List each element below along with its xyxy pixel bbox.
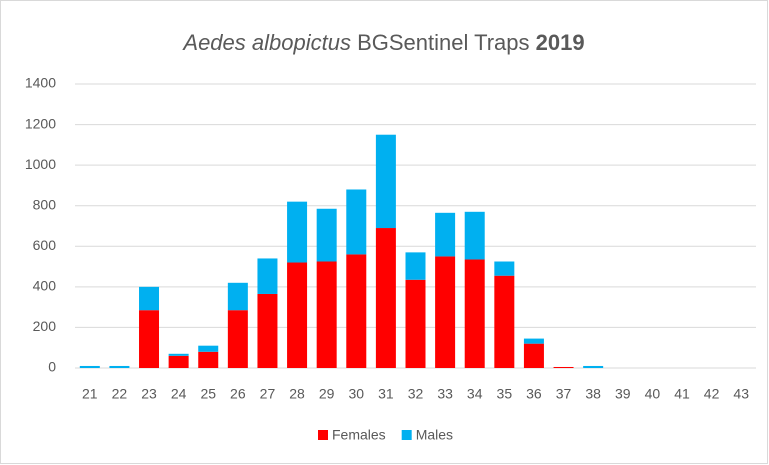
bar-segment <box>287 201 308 263</box>
bar-segment <box>316 261 337 368</box>
bar-segment <box>523 343 544 368</box>
bar-segment <box>464 259 485 368</box>
x-tick-label: 25 <box>200 386 216 402</box>
x-tick-label: 36 <box>526 386 542 402</box>
bar-segment <box>168 355 189 368</box>
bar-segment <box>287 262 308 368</box>
y-tick-label: 1000 <box>25 156 56 172</box>
x-tick-label: 40 <box>645 386 661 402</box>
bar-segment <box>346 189 367 255</box>
x-tick-label: 43 <box>733 386 749 402</box>
x-tick-label: 30 <box>348 386 364 402</box>
x-tick-label: 42 <box>704 386 720 402</box>
bar-segment <box>316 208 337 262</box>
y-tick-label: 800 <box>33 196 57 212</box>
x-tick-label: 28 <box>289 386 305 402</box>
x-tick-label: 21 <box>82 386 98 402</box>
x-tick-label: 29 <box>319 386 335 402</box>
legend-label: Males <box>416 427 453 443</box>
bar-segment <box>168 353 189 356</box>
x-tick-label: 38 <box>585 386 601 402</box>
x-tick-label: 32 <box>408 386 424 402</box>
y-tick-label: 400 <box>33 278 57 294</box>
bar-segment <box>405 252 426 280</box>
x-tick-label: 39 <box>615 386 631 402</box>
bar-segment <box>257 258 278 294</box>
bar-segment <box>405 279 426 368</box>
bar-segment <box>494 275 515 368</box>
x-tick-label: 37 <box>556 386 572 402</box>
bar-segment <box>435 256 456 368</box>
x-tick-label: 23 <box>141 386 157 402</box>
bar-segment <box>583 365 604 368</box>
bar-segment <box>227 310 248 368</box>
y-tick-label: 200 <box>33 318 57 334</box>
bar-segment <box>198 345 219 352</box>
y-tick-label: 1400 <box>25 75 56 91</box>
title-year: 2019 <box>536 30 585 55</box>
bar-segment <box>79 365 100 368</box>
y-tick-label: 0 <box>48 359 56 375</box>
legend-label: Females <box>332 427 386 443</box>
bar-segment <box>375 228 396 368</box>
bar-segment <box>346 254 367 368</box>
title-species: Aedes albopictus <box>181 30 351 55</box>
x-tick-label: 22 <box>112 386 128 402</box>
y-tick-label: 1200 <box>25 115 56 131</box>
y-tick-label: 600 <box>33 237 57 253</box>
bar-segment <box>375 134 396 229</box>
title-trap: BGSentinel Traps <box>357 30 529 55</box>
x-tick-label: 41 <box>674 386 690 402</box>
x-tick-label: 33 <box>437 386 453 402</box>
legend-swatch <box>318 430 328 440</box>
bar-segment <box>435 212 456 257</box>
bar-segment <box>227 282 248 311</box>
bar-segment <box>464 211 485 260</box>
chart-title: Aedes albopictus BGSentinel Traps 2019 <box>181 30 584 55</box>
bar-segment <box>139 286 160 311</box>
bar-segment <box>257 293 278 368</box>
bar-segment <box>494 261 515 276</box>
bar-segment <box>523 338 544 344</box>
x-tick-label: 35 <box>497 386 513 402</box>
bar-segment <box>109 365 130 368</box>
x-tick-label: 31 <box>378 386 394 402</box>
bar-segment <box>139 310 160 368</box>
x-tick-label: 26 <box>230 386 246 402</box>
x-tick-label: 27 <box>260 386 276 402</box>
x-tick-label: 34 <box>467 386 483 402</box>
x-tick-label: 24 <box>171 386 187 402</box>
bar-segment <box>198 351 219 368</box>
bar-segment <box>553 366 574 368</box>
legend-swatch <box>401 430 412 440</box>
